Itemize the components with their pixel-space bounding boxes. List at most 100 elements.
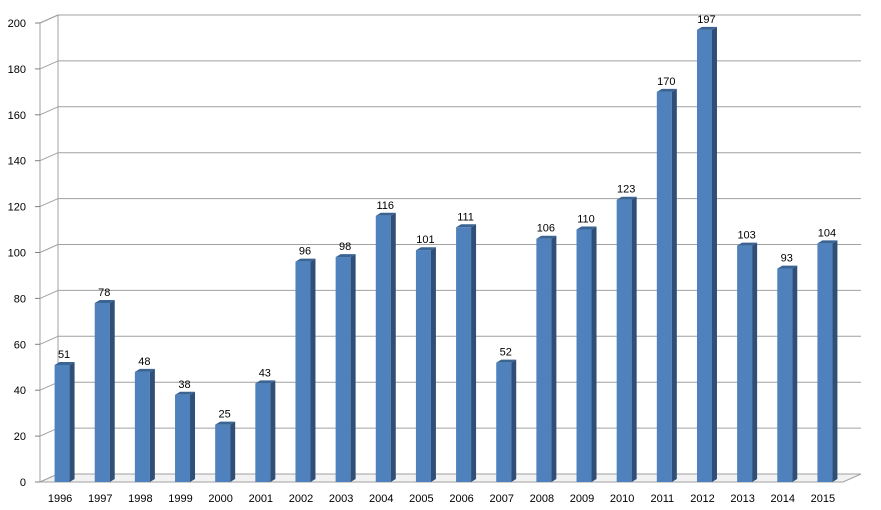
data-label: 52	[500, 347, 512, 359]
bar-side	[109, 299, 115, 482]
bar-top	[616, 196, 637, 200]
bar-front	[696, 29, 712, 482]
x-tick-label: 2001	[249, 493, 273, 505]
bar	[295, 258, 316, 482]
bar-top	[656, 88, 677, 92]
bar-side	[390, 212, 396, 482]
y-tick-label: 120	[8, 202, 26, 214]
bar	[54, 361, 75, 482]
bar	[94, 299, 115, 482]
bar-top	[134, 368, 155, 372]
data-label: 38	[178, 379, 190, 391]
bar	[134, 368, 155, 482]
bar-front	[415, 250, 431, 482]
bar-top	[295, 258, 316, 262]
bar	[616, 196, 637, 482]
axes	[35, 14, 862, 483]
x-tick-label: 2014	[771, 493, 795, 505]
x-tick-label: 2000	[208, 493, 232, 505]
bar-side	[350, 254, 356, 482]
y-tick-label: 180	[8, 64, 26, 76]
bar-top	[496, 359, 517, 363]
data-label: 101	[416, 234, 434, 246]
bar-top	[415, 247, 436, 251]
bar	[656, 88, 677, 482]
y-tick-label: 140	[8, 156, 26, 168]
data-label: 48	[138, 356, 150, 368]
x-tick-label: 2007	[489, 493, 513, 505]
bar	[737, 242, 758, 482]
bar-side	[190, 391, 196, 482]
bar-front	[496, 362, 512, 482]
data-label: 197	[697, 14, 715, 26]
bar-side	[591, 226, 597, 482]
data-label: 96	[299, 246, 311, 258]
bar-top	[737, 242, 758, 246]
y-tick-label: 100	[8, 248, 26, 260]
bar-front	[295, 261, 311, 482]
chart-floor	[39, 473, 862, 483]
x-axis-ticks: 1996 1997 1998 1999 2000 2001 2002 2003 2004 2005…	[48, 493, 835, 505]
data-label: 104	[818, 227, 836, 239]
bar-front	[215, 424, 231, 482]
bar-side	[230, 421, 236, 482]
data-label: 78	[98, 287, 110, 299]
data-label: 25	[219, 409, 231, 421]
bar-top	[696, 26, 717, 30]
data-label: 93	[781, 253, 793, 265]
x-tick-label: 1998	[128, 493, 152, 505]
bar-front	[335, 257, 351, 482]
bar-side	[471, 224, 477, 482]
bar	[576, 226, 597, 482]
bar-front	[576, 229, 592, 482]
bar-top	[175, 391, 196, 395]
data-label: 116	[377, 200, 395, 212]
bar-top	[215, 421, 236, 425]
bar-front	[375, 215, 391, 482]
y-tick-label: 60	[14, 339, 26, 351]
bar-top	[777, 265, 798, 269]
bar-side	[792, 265, 798, 482]
x-tick-label: 2005	[409, 493, 433, 505]
bar	[175, 391, 196, 482]
data-label: 170	[657, 76, 675, 88]
x-tick-label: 2002	[289, 493, 313, 505]
bar-side	[149, 368, 155, 482]
bar	[777, 265, 798, 482]
bars	[54, 26, 838, 482]
bar-top	[54, 361, 75, 365]
bar-front	[536, 238, 552, 482]
bar-side	[752, 242, 758, 482]
x-tick-label: 2008	[530, 493, 554, 505]
y-tick-label: 40	[14, 385, 26, 397]
bar	[696, 26, 717, 482]
data-labels: 51 78 48 38 25 43 96 98 116 101 111 52 106 110 123 170 1…	[58, 14, 836, 421]
bar-top	[375, 212, 396, 216]
bar-top	[335, 254, 356, 258]
bar-side	[671, 88, 677, 482]
bar-side	[832, 240, 838, 482]
data-label: 111	[457, 211, 474, 223]
bar-front	[54, 364, 70, 482]
bar-front	[737, 245, 753, 482]
bar-side	[711, 26, 717, 482]
grid-depth-line	[39, 244, 59, 253]
y-tick-label: 0	[20, 477, 26, 489]
x-tick-label: 2011	[650, 493, 674, 505]
x-tick-label: 1997	[88, 493, 112, 505]
bar-front	[777, 268, 793, 482]
bar-front	[175, 394, 191, 482]
bar	[456, 224, 477, 482]
bar	[817, 240, 838, 482]
data-label: 98	[339, 241, 351, 253]
bar-front	[94, 302, 110, 482]
y-tick-label: 80	[14, 293, 26, 305]
bar	[255, 380, 276, 482]
data-label: 51	[58, 349, 70, 361]
x-tick-label: 2004	[369, 493, 393, 505]
bar	[335, 254, 356, 482]
x-tick-label: 2012	[690, 493, 714, 505]
grid-depth-line	[39, 198, 59, 208]
x-tick-label: 2013	[730, 493, 754, 505]
